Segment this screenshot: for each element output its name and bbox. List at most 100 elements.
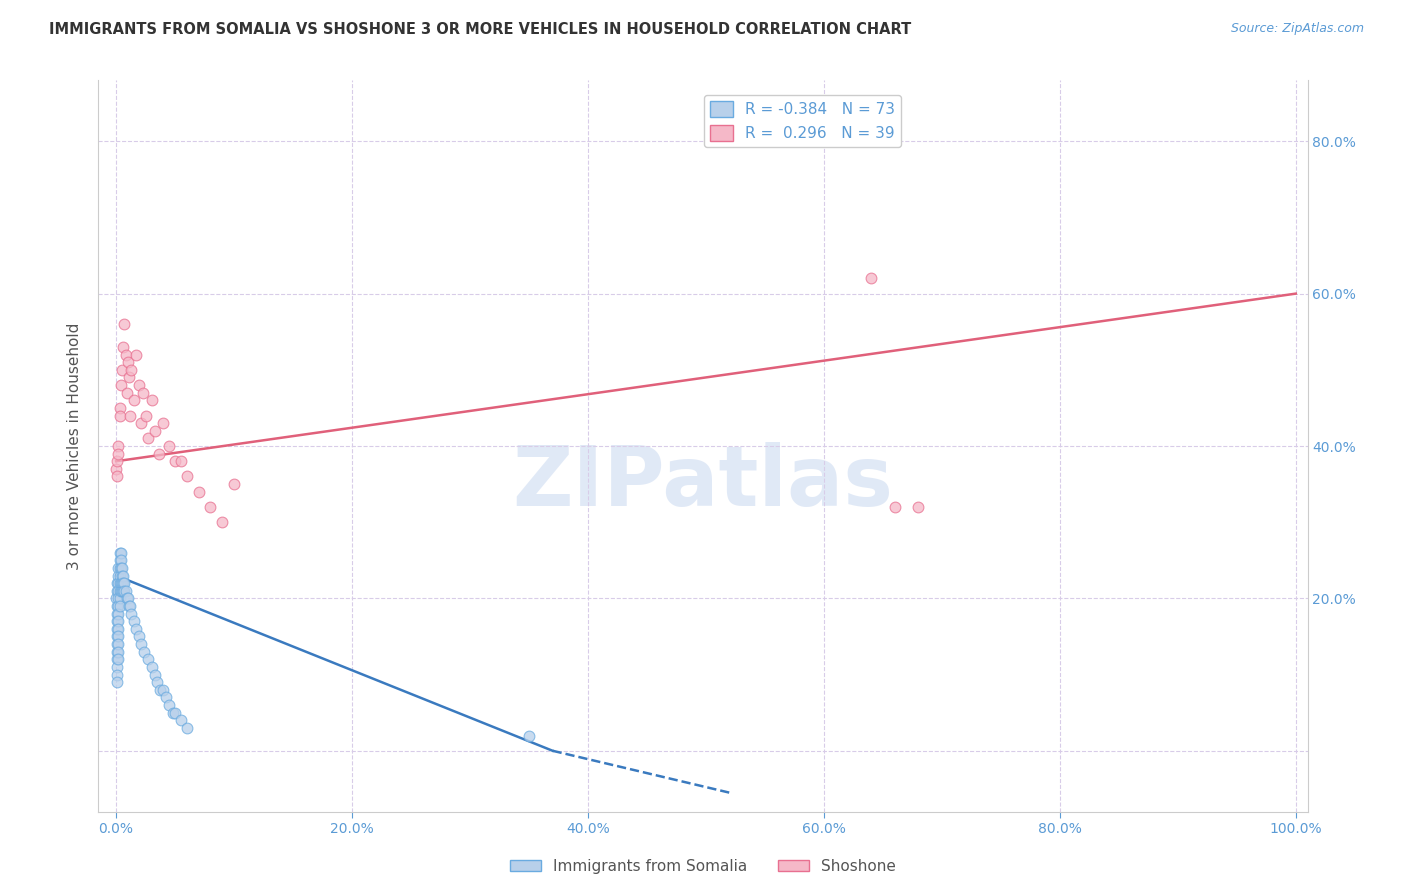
Point bbox=[120, 599, 142, 613]
Point bbox=[107, 583, 129, 598]
Point bbox=[125, 622, 148, 636]
Point bbox=[108, 561, 131, 575]
Point bbox=[125, 347, 148, 362]
Point bbox=[110, 583, 132, 598]
Point bbox=[107, 561, 129, 575]
Point bbox=[112, 583, 135, 598]
Point bbox=[105, 607, 128, 621]
Point bbox=[117, 591, 139, 606]
Point bbox=[107, 439, 129, 453]
Point bbox=[108, 568, 131, 582]
Point bbox=[111, 363, 134, 377]
Point bbox=[122, 614, 145, 628]
Point bbox=[120, 607, 142, 621]
Point bbox=[112, 568, 135, 582]
Point bbox=[105, 667, 128, 681]
Point bbox=[860, 271, 883, 285]
Point bbox=[883, 500, 905, 514]
Point bbox=[907, 500, 929, 514]
Point bbox=[165, 706, 187, 720]
Point bbox=[105, 637, 128, 651]
Point bbox=[200, 500, 222, 514]
Text: IMMIGRANTS FROM SOMALIA VS SHOSHONE 3 OR MORE VEHICLES IN HOUSEHOLD CORRELATION : IMMIGRANTS FROM SOMALIA VS SHOSHONE 3 OR… bbox=[49, 22, 911, 37]
Point bbox=[107, 607, 129, 621]
Point bbox=[108, 546, 131, 560]
Point bbox=[107, 591, 129, 606]
Legend: R = -0.384   N = 73, R =  0.296   N = 39: R = -0.384 N = 73, R = 0.296 N = 39 bbox=[703, 95, 901, 147]
Point bbox=[128, 378, 150, 392]
Point bbox=[105, 591, 128, 606]
Text: Source: ZipAtlas.com: Source: ZipAtlas.com bbox=[1230, 22, 1364, 36]
Point bbox=[105, 576, 128, 591]
Point bbox=[105, 469, 128, 483]
Point bbox=[108, 583, 131, 598]
Point bbox=[136, 652, 159, 666]
Point bbox=[107, 622, 129, 636]
Point bbox=[176, 469, 198, 483]
Point bbox=[110, 561, 132, 575]
Point bbox=[157, 698, 180, 712]
Point bbox=[152, 416, 174, 430]
Point bbox=[108, 401, 131, 415]
Point bbox=[105, 622, 128, 636]
Point bbox=[105, 454, 128, 468]
Point bbox=[155, 690, 177, 705]
Point bbox=[115, 591, 138, 606]
Point bbox=[108, 599, 131, 613]
Point bbox=[105, 630, 128, 644]
Point bbox=[148, 447, 170, 461]
Point bbox=[107, 447, 129, 461]
Point bbox=[107, 652, 129, 666]
Point bbox=[135, 409, 157, 423]
Point bbox=[120, 409, 142, 423]
Text: ZIPatlas: ZIPatlas bbox=[513, 442, 893, 523]
Point bbox=[162, 706, 184, 720]
Point bbox=[118, 599, 141, 613]
Point bbox=[143, 424, 166, 438]
Point bbox=[105, 583, 128, 598]
Point bbox=[111, 568, 134, 582]
Point bbox=[132, 385, 155, 400]
Point bbox=[134, 645, 156, 659]
Point bbox=[112, 576, 135, 591]
Point bbox=[108, 591, 131, 606]
Point bbox=[112, 583, 135, 598]
Point bbox=[128, 630, 150, 644]
Point bbox=[105, 462, 128, 476]
Point bbox=[105, 652, 128, 666]
Point bbox=[112, 340, 135, 354]
Point bbox=[141, 660, 163, 674]
Point bbox=[107, 599, 129, 613]
Point bbox=[107, 630, 129, 644]
Point bbox=[111, 576, 134, 591]
Point bbox=[170, 714, 193, 728]
Point bbox=[152, 682, 174, 697]
Point bbox=[170, 454, 193, 468]
Point bbox=[143, 667, 166, 681]
Point bbox=[120, 363, 142, 377]
Point bbox=[146, 675, 169, 690]
Point bbox=[165, 454, 187, 468]
Point bbox=[110, 378, 132, 392]
Point bbox=[110, 553, 132, 567]
Point bbox=[111, 583, 134, 598]
Point bbox=[122, 393, 145, 408]
Point bbox=[129, 637, 152, 651]
Point bbox=[107, 637, 129, 651]
Point bbox=[105, 599, 128, 613]
Point bbox=[107, 568, 129, 582]
Point bbox=[176, 721, 198, 735]
Point bbox=[187, 484, 209, 499]
Point bbox=[112, 317, 135, 331]
Point bbox=[118, 370, 141, 384]
Point bbox=[108, 576, 131, 591]
Point bbox=[517, 729, 540, 743]
Point bbox=[114, 347, 136, 362]
Point bbox=[105, 614, 128, 628]
Point bbox=[211, 515, 233, 529]
Point bbox=[111, 561, 134, 575]
Point bbox=[110, 576, 132, 591]
Legend: Immigrants from Somalia, Shoshone: Immigrants from Somalia, Shoshone bbox=[505, 853, 901, 880]
Point bbox=[112, 576, 135, 591]
Point bbox=[149, 682, 172, 697]
